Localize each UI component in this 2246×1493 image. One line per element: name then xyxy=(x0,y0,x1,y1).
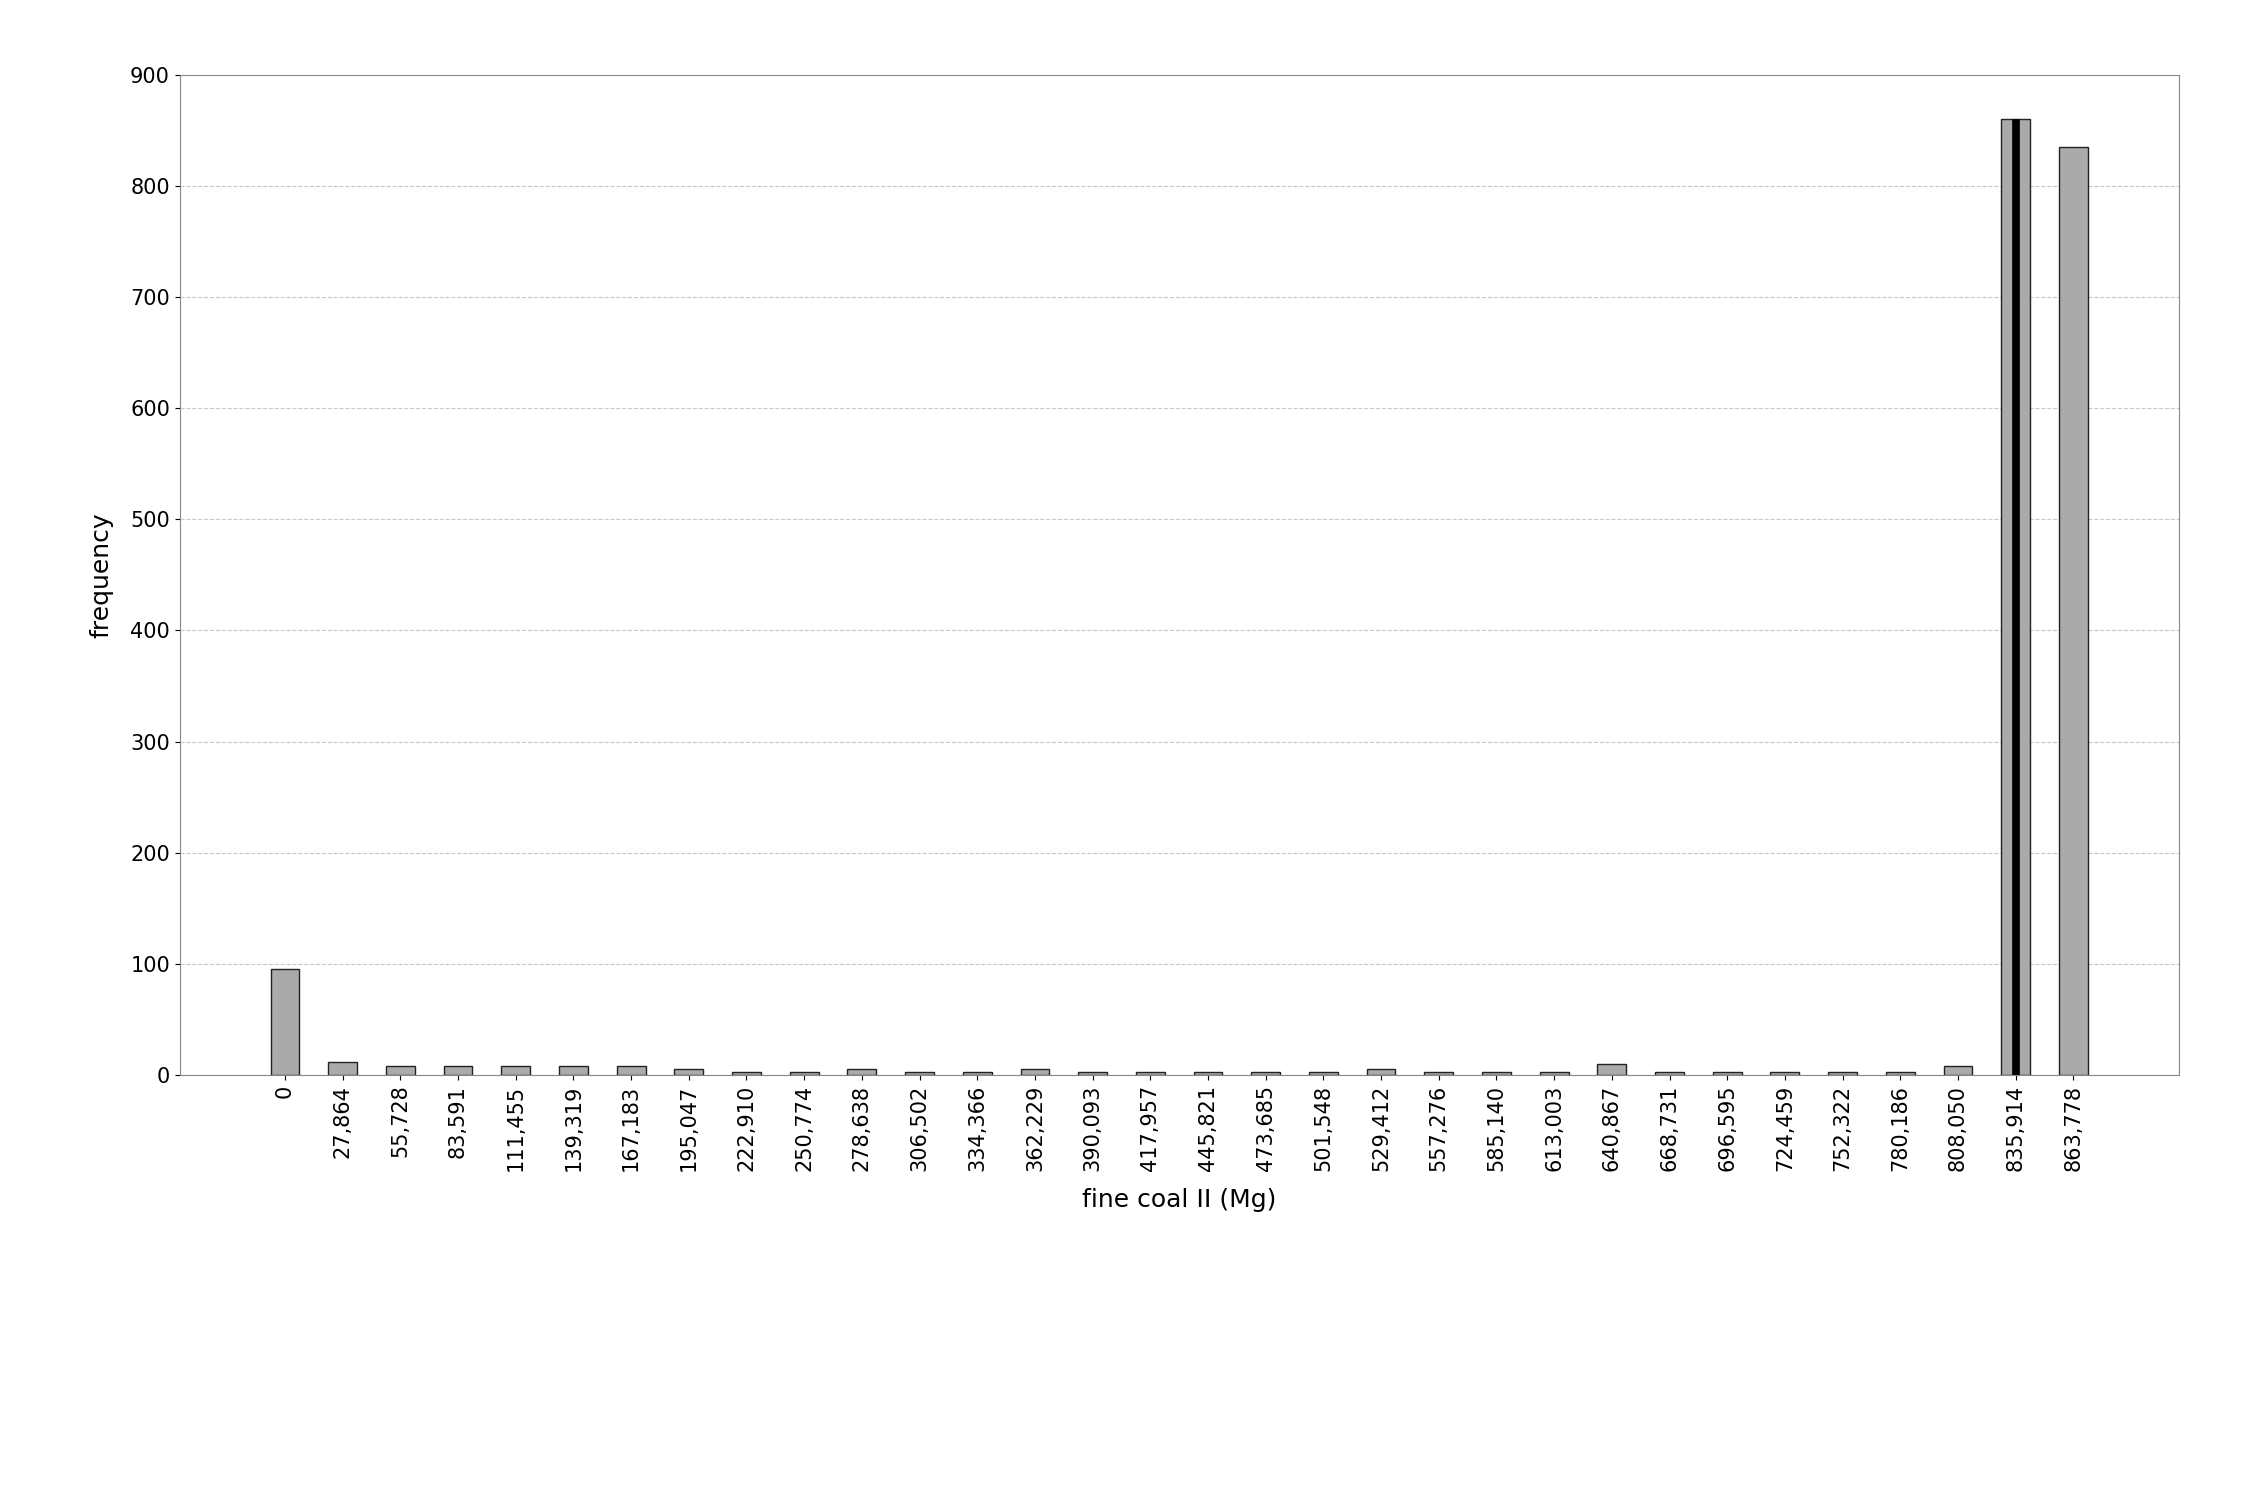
Bar xyxy=(1943,1066,1972,1075)
Bar xyxy=(674,1069,703,1075)
Bar xyxy=(328,1062,357,1075)
Bar xyxy=(1482,1072,1512,1075)
Bar xyxy=(1366,1069,1395,1075)
Bar xyxy=(964,1072,993,1075)
Bar xyxy=(2012,119,2019,1075)
Bar xyxy=(386,1066,416,1075)
Bar xyxy=(1597,1065,1626,1075)
Bar xyxy=(1309,1072,1339,1075)
Bar xyxy=(732,1072,761,1075)
Bar xyxy=(1714,1072,1741,1075)
Y-axis label: frequency: frequency xyxy=(90,512,112,638)
X-axis label: fine coal II (Mg): fine coal II (Mg) xyxy=(1083,1188,1276,1212)
Bar xyxy=(559,1066,588,1075)
Bar xyxy=(1828,1072,1857,1075)
Bar xyxy=(1078,1072,1107,1075)
Bar xyxy=(1251,1072,1280,1075)
Bar xyxy=(1770,1072,1799,1075)
Bar xyxy=(1136,1072,1166,1075)
Bar xyxy=(2001,119,2030,1075)
Bar xyxy=(791,1072,818,1075)
Bar xyxy=(618,1066,645,1075)
Bar xyxy=(501,1066,530,1075)
Bar xyxy=(1193,1072,1222,1075)
Bar xyxy=(1655,1072,1684,1075)
Bar xyxy=(905,1072,934,1075)
Bar xyxy=(270,969,299,1075)
Bar xyxy=(847,1069,876,1075)
Bar xyxy=(2060,146,2089,1075)
Bar xyxy=(445,1066,472,1075)
Bar xyxy=(1541,1072,1568,1075)
Bar xyxy=(1887,1072,1914,1075)
Bar xyxy=(1424,1072,1453,1075)
Bar xyxy=(1020,1069,1049,1075)
